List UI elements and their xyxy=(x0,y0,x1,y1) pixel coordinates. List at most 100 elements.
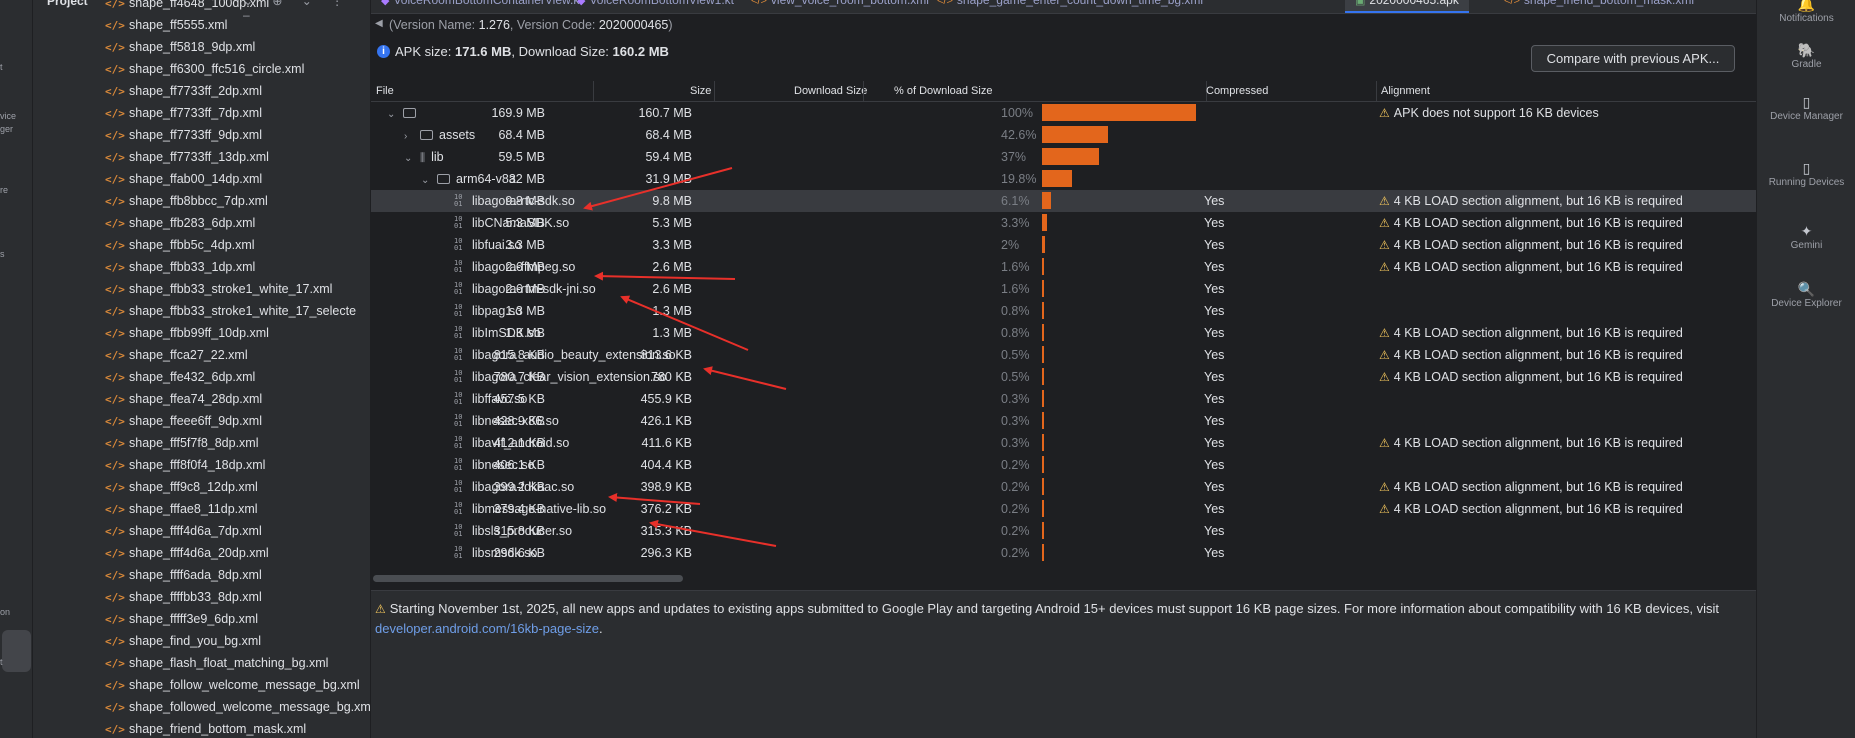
tool-window-button[interactable]: 🐘 Gradle xyxy=(1757,43,1855,71)
alignment-text: 4 KB LOAD section alignment, but 16 KB i… xyxy=(1393,348,1683,362)
editor-tab-bar: ◆ VoiceRoomBottomContainerView.kt ◆ VoiceRo… xyxy=(371,0,1756,14)
table-row[interactable]: 10 01 libsmsdk.so 296.6 KB 296.3 KB 0.2% Yes xyxy=(371,542,1756,564)
chevron-down-icon[interactable]: ⌄ xyxy=(404,153,413,164)
chevron-right-icon[interactable]: › xyxy=(404,131,408,142)
project-file-item[interactable]: </> shape_ff7733ff_9dp.xml xyxy=(33,124,370,146)
notice-link[interactable]: developer.android.com/16kb-page-size xyxy=(375,621,600,636)
project-file-item[interactable]: </> shape_ff6300_ffc516_circle.xml xyxy=(33,58,370,80)
table-row[interactable]: 10 01 libImSDK.so 1.3 MB 1.3 MB 0.8% Yes ⚠ 4 KB … xyxy=(371,322,1756,344)
table-row[interactable]: ⌄ arm64-v8a 32 MB 31.9 MB 19.8% xyxy=(371,168,1756,190)
column-separator[interactable] xyxy=(1206,81,1207,101)
compare-apk-button[interactable]: Compare with previous APK... xyxy=(1531,45,1735,72)
project-file-item[interactable]: </> shape_friend_bottom_mask.xml xyxy=(33,718,370,738)
column-separator[interactable] xyxy=(863,81,864,101)
active-tool-highlight[interactable] xyxy=(2,630,31,672)
column-separator[interactable] xyxy=(593,81,594,101)
editor-tab[interactable]: ▣ 2020000465.apk xyxy=(1345,0,1469,13)
column-header-download-size[interactable]: Download Size xyxy=(794,85,868,97)
horizontal-scrollbar[interactable] xyxy=(371,574,1756,584)
project-file-item[interactable]: </> shape_ffbb33_1dp.xml xyxy=(33,256,370,278)
table-row[interactable]: 10 01 libavif_android.so 412.1 KB 411.6 KB 0.… xyxy=(371,432,1756,454)
table-row[interactable]: 10 01 libagora_clear_vision_extension.so 78… xyxy=(371,366,1756,388)
table-row[interactable]: 10 01 libpag.so 1.3 MB 1.3 MB 0.8% Yes xyxy=(371,300,1756,322)
chevron-down-icon[interactable]: ⌄ xyxy=(387,109,396,120)
project-file-item[interactable]: </> shape_ffff6ada_8dp.xml xyxy=(33,564,370,586)
project-file-item[interactable]: </> shape_ffe432_6dp.xml xyxy=(33,366,370,388)
project-file-item[interactable]: </> shape_find_you_bg.xml xyxy=(33,630,370,652)
tool-label-fragment[interactable]: t xyxy=(0,657,3,667)
editor-tab[interactable]: ◆ VoiceRoomBottomContainerView.kt xyxy=(381,0,583,13)
project-file-item[interactable]: </> shape_fff9c8_12dp.xml xyxy=(33,476,370,498)
project-file-item[interactable]: </> shape_ffb283_6dp.xml xyxy=(33,212,370,234)
editor-tab[interactable]: </> shape_friend_bottom_mask.xml xyxy=(1504,0,1694,13)
project-file-item[interactable]: </> shape_ffbb5c_4dp.xml xyxy=(33,234,370,256)
tool-label-fragment[interactable]: ger xyxy=(0,124,14,134)
project-file-item[interactable]: </> shape_ff4648_100dp.xml xyxy=(33,0,370,14)
tool-window-button[interactable]: 🔔 Notifications xyxy=(1757,0,1855,25)
tool-label-fragment[interactable]: re xyxy=(0,185,9,195)
apk-size-info: i APK size: 171.6 MB, Download Size: 160… xyxy=(377,44,669,59)
tool-window-button[interactable]: 🔍 Device Explorer xyxy=(1757,282,1855,310)
scrollbar-thumb[interactable] xyxy=(373,575,683,582)
table-row[interactable]: ⌄ 169.9 MB 160.7 MB 100% ⚠ APK does not suppo… xyxy=(371,102,1756,124)
table-row[interactable]: 10 01 libCNamaSDK.so 5.3 MB 5.3 MB 3.3% Yes ⚠ 4 … xyxy=(371,212,1756,234)
project-file-item[interactable]: </> shape_fff8f0f4_18dp.xml xyxy=(33,454,370,476)
table-row[interactable]: 10 01 libsls_producer.so 315.8 KB 315.3 KB 0.… xyxy=(371,520,1756,542)
project-file-item[interactable]: </> shape_ffff4d6a_7dp.xml xyxy=(33,520,370,542)
project-file-item[interactable]: </> shape_ffbb33_stroke1_white_17_selecte xyxy=(33,300,370,322)
tool-window-button[interactable]: ▯ Device Manager xyxy=(1757,95,1855,123)
project-file-item[interactable]: </> shape_ff7733ff_13dp.xml xyxy=(33,146,370,168)
table-row[interactable]: 10 01 libagora-ffmpeg.so 2.6 MB 2.6 MB 1.6% Ye… xyxy=(371,256,1756,278)
tool-window-button[interactable]: ▯ Running Devices xyxy=(1757,161,1855,189)
collapse-icon[interactable]: ◀ xyxy=(375,18,383,29)
project-file-item[interactable]: </> shape_ff5818_9dp.xml xyxy=(33,36,370,58)
project-file-item[interactable]: </> shape_flash_float_matching_bg.xml xyxy=(33,652,370,674)
table-row[interactable]: 10 01 libagora-rtm-sdk-jni.so 2.6 MB 2.6 MB 1… xyxy=(371,278,1756,300)
project-file-item[interactable]: </> shape_followed_welcome_message_bg.xml xyxy=(33,696,370,718)
column-header-file[interactable]: File xyxy=(376,85,394,97)
project-file-item[interactable]: </> shape_fffff3e9_6dp.xml xyxy=(33,608,370,630)
table-row[interactable]: › assets 68.4 MB 68.4 MB 42.6% xyxy=(371,124,1756,146)
project-file-item[interactable]: </> shape_ff5555.xml xyxy=(33,14,370,36)
project-file-item[interactable]: </> shape_ffbb33_stroke1_white_17.xml xyxy=(33,278,370,300)
column-header-percent[interactable]: % of Download Size xyxy=(894,85,993,97)
editor-tab[interactable]: ◆ VoiceRoomBottomView1.kt xyxy=(577,0,734,13)
table-row[interactable]: 10 01 libagora-rtc-sdk.so 9.8 MB 9.8 MB 6.1% Y… xyxy=(371,190,1756,212)
project-file-item[interactable]: </> shape_ffab00_14dp.xml xyxy=(33,168,370,190)
project-file-item[interactable]: </> shape_follow_welcome_message_bg.xml xyxy=(33,674,370,696)
tool-window-button[interactable]: ✦ Gemini xyxy=(1757,224,1855,252)
project-file-item[interactable]: </> shape_ffffbb33_8dp.xml xyxy=(33,586,370,608)
project-file-item[interactable]: </> shape_ffeee6ff_9dp.xml xyxy=(33,410,370,432)
project-file-item[interactable]: </> shape_ffff4d6a_20dp.xml xyxy=(33,542,370,564)
tool-label-fragment[interactable]: t xyxy=(0,62,3,72)
table-row[interactable]: 10 01 libmessage-native-lib.so 379.4 KB 376.… xyxy=(371,498,1756,520)
project-file-item[interactable]: </> shape_ffca27_22.xml xyxy=(33,344,370,366)
table-row[interactable]: 10 01 libagora-fdkaac.so 399.2 KB 398.9 KB 0.… xyxy=(371,476,1756,498)
table-row[interactable]: 10 01 libnesec-x86.so 428.9 KB 426.1 KB 0.3% Y… xyxy=(371,410,1756,432)
project-file-item[interactable]: </> shape_ff7733ff_2dp.xml xyxy=(33,80,370,102)
project-file-item[interactable]: </> shape_fff5f7f8_8dp.xml xyxy=(33,432,370,454)
project-file-item[interactable]: </> shape_fffae8_11dp.xml xyxy=(33,498,370,520)
column-separator[interactable] xyxy=(714,81,715,101)
column-header-alignment[interactable]: Alignment xyxy=(1381,85,1430,97)
tool-label-fragment[interactable]: on xyxy=(0,607,11,617)
project-toolbar-icons[interactable]: ⌄ ⊕ ⌄ ⋮ – xyxy=(243,0,352,22)
table-row[interactable]: 10 01 libagora_audio_beauty_extension.so 81… xyxy=(371,344,1756,366)
tool-label-fragment[interactable]: vice xyxy=(0,111,17,121)
editor-tab[interactable]: </> shape_game_enter_count_down_time_bg.x… xyxy=(937,0,1203,13)
project-panel-title[interactable]: Project xyxy=(47,0,88,8)
column-header-size[interactable]: Size xyxy=(690,85,712,97)
table-row[interactable]: 10 01 libfuai.so 3.3 MB 3.3 MB 2% Yes ⚠ 4 KB LOA… xyxy=(371,234,1756,256)
project-file-item[interactable]: </> shape_ffbb99ff_10dp.xml xyxy=(33,322,370,344)
column-header-compressed[interactable]: Compressed xyxy=(1206,85,1269,97)
editor-tab[interactable]: </> view_voice_room_bottom.xml xyxy=(751,0,929,13)
tool-label-fragment[interactable]: s xyxy=(0,249,5,259)
project-file-item[interactable]: </> shape_ffb8bbcc_7dp.xml xyxy=(33,190,370,212)
table-row[interactable]: ⌄ ⫼ lib 59.5 MB 59.4 MB 37% xyxy=(371,146,1756,168)
project-file-item[interactable]: </> shape_ffea74_28dp.xml xyxy=(33,388,370,410)
table-row[interactable]: 10 01 libffavc.so 457.5 KB 455.9 KB 0.3% Yes xyxy=(371,388,1756,410)
chevron-down-icon[interactable]: ⌄ xyxy=(421,175,430,186)
column-separator[interactable] xyxy=(1376,81,1377,101)
project-file-item[interactable]: </> shape_ff7733ff_7dp.xml xyxy=(33,102,370,124)
table-row[interactable]: 10 01 libnesec.so 406.1 KB 404.4 KB 0.2% Yes xyxy=(371,454,1756,476)
